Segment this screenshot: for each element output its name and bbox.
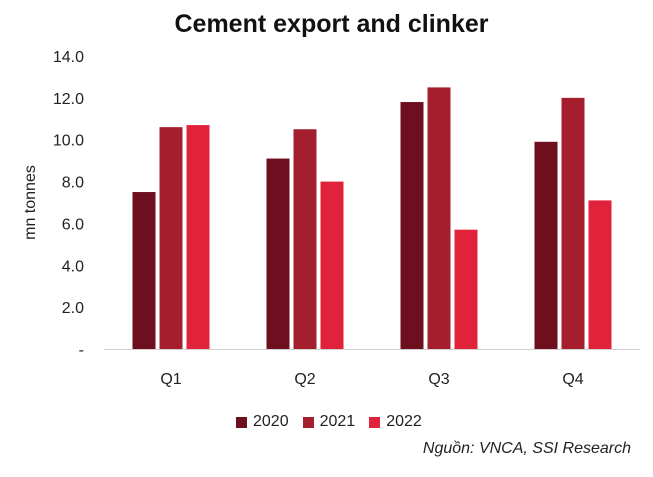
- bar: [454, 229, 478, 349]
- bar: [159, 127, 183, 350]
- y-tick-label: 10.0: [53, 133, 84, 150]
- bar: [561, 97, 585, 349]
- y-axis-title: mn tonnes: [22, 165, 39, 240]
- bar: [400, 102, 424, 350]
- y-tick-label: 2.0: [62, 300, 84, 317]
- x-tick-label: Q4: [562, 371, 583, 388]
- x-tick-label: Q1: [160, 371, 181, 388]
- bar: [186, 125, 210, 349]
- legend-label: 2020: [253, 413, 289, 430]
- bar: [293, 129, 317, 349]
- y-tick-label: 14.0: [53, 49, 84, 66]
- x-tick-label: Q3: [428, 371, 449, 388]
- x-tick-label: Q2: [294, 371, 315, 388]
- legend-swatch: [369, 416, 381, 428]
- y-tick-label: 4.0: [62, 258, 84, 275]
- bars-group: [132, 87, 612, 350]
- y-tick-label: -: [79, 342, 84, 359]
- y-axis: - 2.0 4.0 6.0 8.0 10.0 12.0 14.0: [53, 49, 84, 359]
- y-tick-label: 8.0: [62, 175, 84, 192]
- legend: 2020 2021 2022: [236, 413, 422, 431]
- y-tick-label: 12.0: [53, 91, 84, 108]
- bar: [320, 181, 344, 349]
- bar: [534, 141, 558, 349]
- bar: [132, 192, 156, 349]
- x-axis: Q1 Q2 Q3 Q4: [160, 371, 583, 388]
- legend-item: 2020: [236, 413, 289, 431]
- source-note: Nguồn: VNCA, SSI Research: [422, 440, 631, 457]
- legend-swatch: [236, 416, 247, 428]
- legend-item: 2021: [302, 413, 356, 431]
- bar: [427, 87, 451, 350]
- legend-swatch: [302, 416, 314, 428]
- legend-item: 2022: [369, 413, 422, 431]
- bar: [588, 200, 612, 349]
- chart-title: Cement export and clinker: [174, 10, 489, 38]
- bar: [266, 158, 290, 349]
- legend-label: 2021: [319, 413, 356, 430]
- legend-label: 2022: [386, 413, 422, 430]
- y-tick-label: 6.0: [62, 216, 84, 233]
